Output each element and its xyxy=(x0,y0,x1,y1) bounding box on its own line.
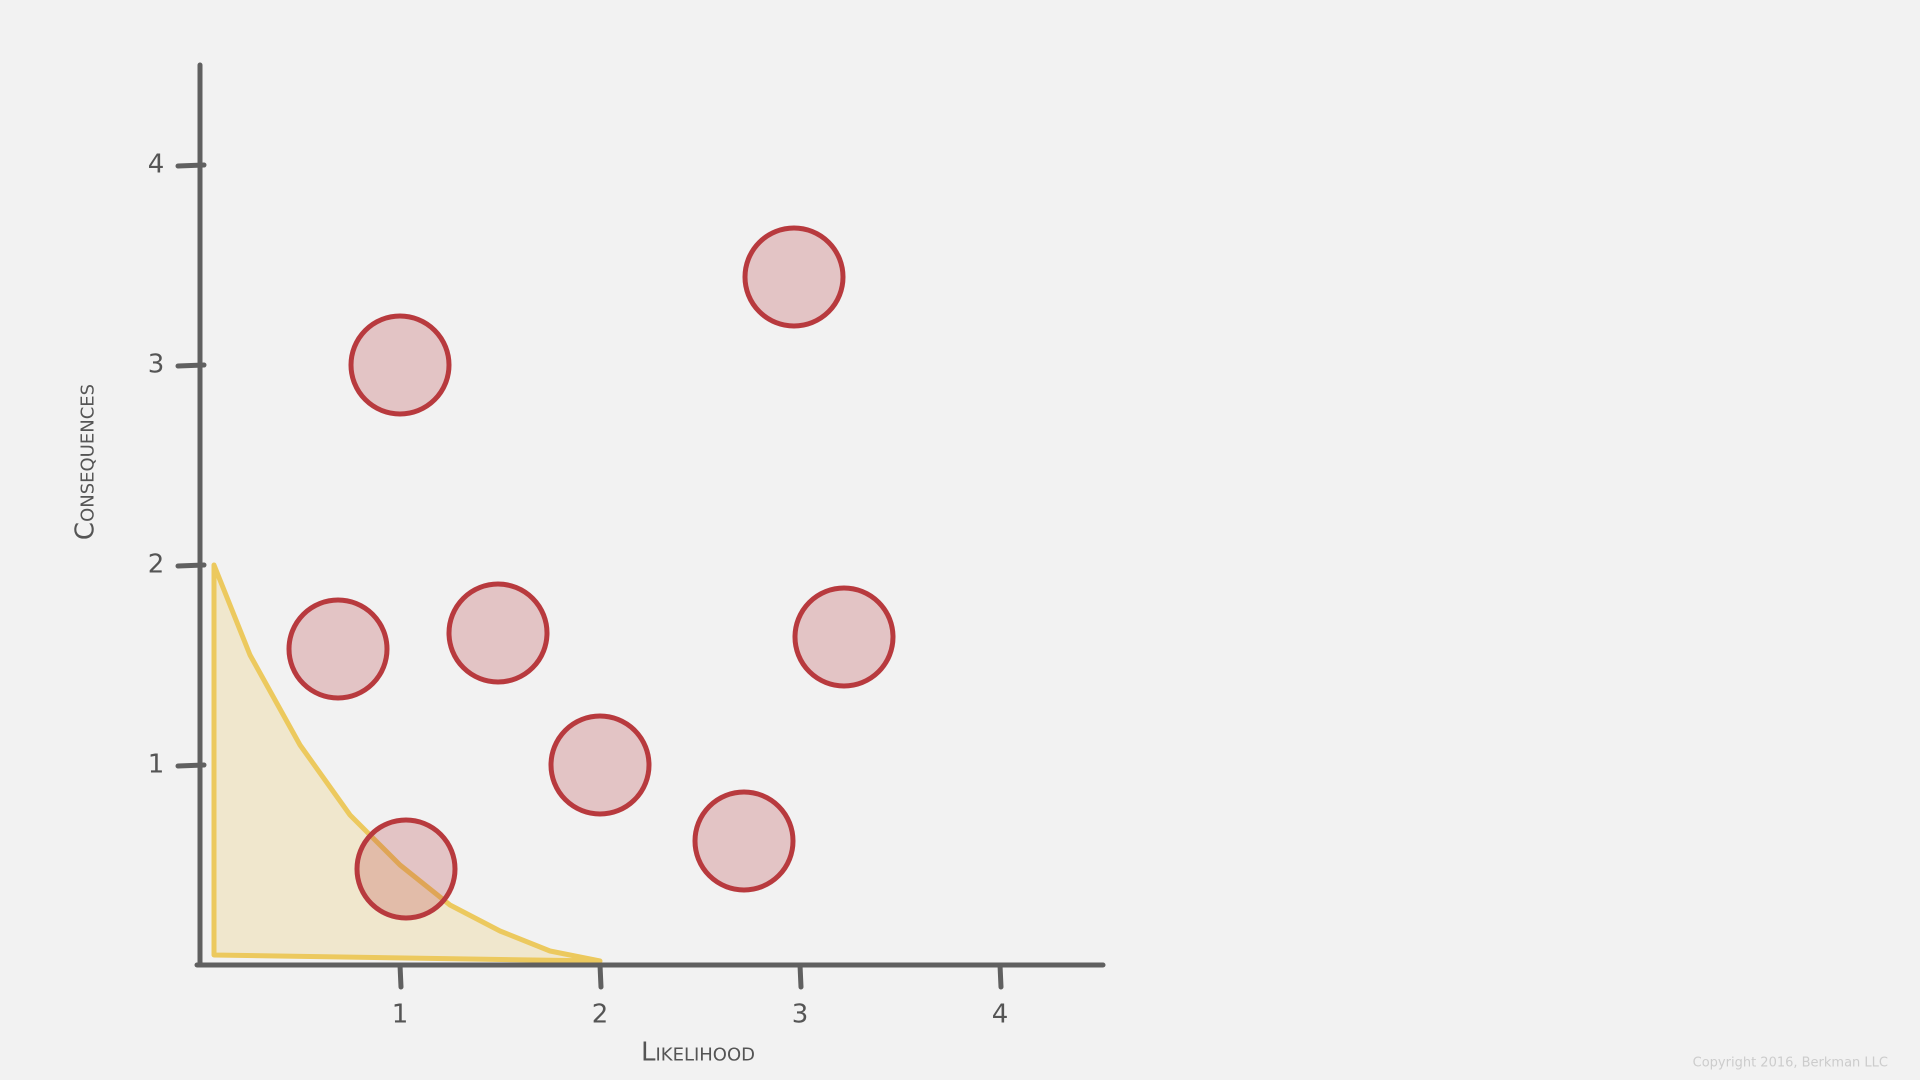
risk-point xyxy=(286,597,390,701)
risk-point xyxy=(742,225,846,329)
y-tick xyxy=(175,762,207,769)
y-tick xyxy=(175,562,207,569)
x-tick-label: 4 xyxy=(992,1000,1009,1030)
x-tick xyxy=(597,962,604,990)
x-tick-label: 2 xyxy=(592,1000,609,1030)
risk-point xyxy=(792,585,896,689)
y-tick-label: 2 xyxy=(148,550,165,580)
risk-point xyxy=(548,713,652,817)
risk-point xyxy=(692,789,796,893)
x-tick xyxy=(797,962,804,990)
x-tick xyxy=(997,962,1004,990)
risk-point xyxy=(446,581,550,685)
copyright: Copyright 2016, Berkman LLC xyxy=(1693,1056,1888,1071)
risk-point xyxy=(348,313,452,417)
y-tick xyxy=(175,362,207,369)
x-tick-label: 3 xyxy=(792,1000,809,1030)
y-tick-label: 3 xyxy=(148,350,165,380)
risk-point xyxy=(354,817,458,921)
x-tick-label: 1 xyxy=(392,1000,409,1030)
y-tick-label: 4 xyxy=(148,150,165,180)
y-tick-label: 1 xyxy=(148,750,165,780)
x-tick xyxy=(397,962,404,990)
x-axis-label: Likelihood xyxy=(641,1038,755,1068)
y-tick xyxy=(175,162,207,169)
y-axis-label: Consequences xyxy=(71,384,101,540)
tolerance-region xyxy=(211,562,603,964)
